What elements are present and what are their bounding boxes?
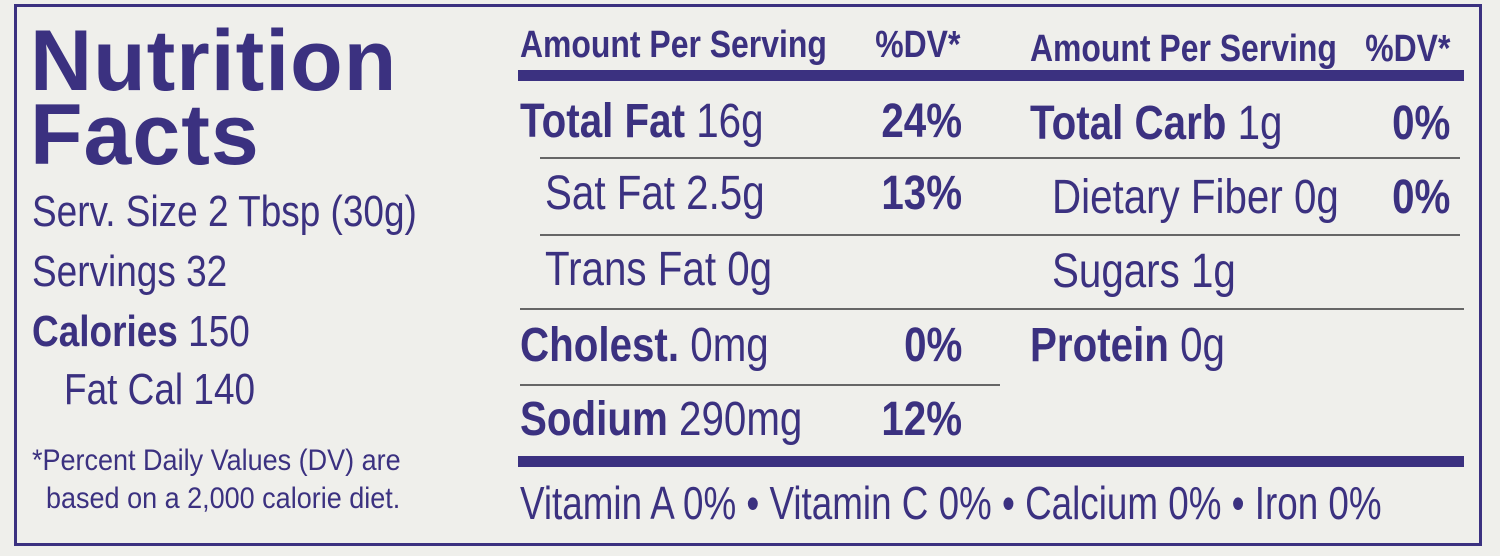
header-amount-right: Amount Per Serving [1030, 28, 1337, 70]
footnote-line1: *Percent Daily Values (DV) are [32, 444, 401, 477]
title-facts: Facts [30, 87, 260, 183]
header-amount-left: Amount Per Serving [520, 24, 827, 66]
cholesterol-dv: 0% [903, 319, 962, 372]
calories-value: 150 [188, 307, 250, 356]
dietary-fiber: Dietary Fiber 0g [1052, 171, 1339, 224]
dietary-fiber-dv: 0% [1391, 171, 1450, 224]
sat-fat-dv: 13% [881, 167, 962, 220]
cholesterol-amount: 0mg [690, 319, 769, 372]
protein-amount: 0g [1180, 319, 1225, 372]
fat-calories: Fat Cal 140 [64, 365, 256, 414]
sodium-amount: 290mg [679, 393, 803, 446]
calories-label: Calories [32, 307, 178, 356]
row-divider [540, 157, 1460, 159]
row-divider [540, 234, 1460, 236]
cholesterol-label: Cholest. [520, 319, 680, 372]
header-rule [518, 70, 1464, 81]
row-divider [520, 384, 1000, 386]
total-fat-label: Total Fat [520, 95, 686, 148]
row-divider [520, 308, 1464, 310]
sugars: Sugars 1g [1052, 245, 1236, 298]
protein-label: Protein [1030, 319, 1169, 372]
sodium-dv: 12% [881, 393, 962, 446]
header-dv-left: %DV* [874, 24, 960, 66]
title-nutrition: Nutrition [30, 13, 398, 109]
sodium-label: Sodium [520, 393, 668, 446]
total-fat-dv: 24% [881, 95, 962, 148]
serving-size: Serv. Size 2 Tbsp (30g) [32, 187, 417, 236]
trans-fat: Trans Fat 0g [545, 243, 773, 296]
vitamins-minerals: Vitamin A 0% • Vitamin C 0% • Calcium 0%… [520, 477, 1382, 529]
total-carb-label: Total Carb [1030, 97, 1227, 150]
total-carb-amount: 1g [1237, 97, 1283, 150]
vitamins-rule [518, 456, 1464, 467]
footnote-line2: based on a 2,000 calorie diet. [46, 482, 401, 515]
total-carb-dv: 0% [1391, 97, 1450, 150]
total-fat-amount: 16g [696, 95, 764, 148]
servings: Servings 32 [32, 247, 228, 296]
label-border [14, 4, 1482, 546]
sat-fat: Sat Fat 2.5g [545, 167, 765, 220]
header-dv-right: %DV* [1364, 28, 1450, 70]
